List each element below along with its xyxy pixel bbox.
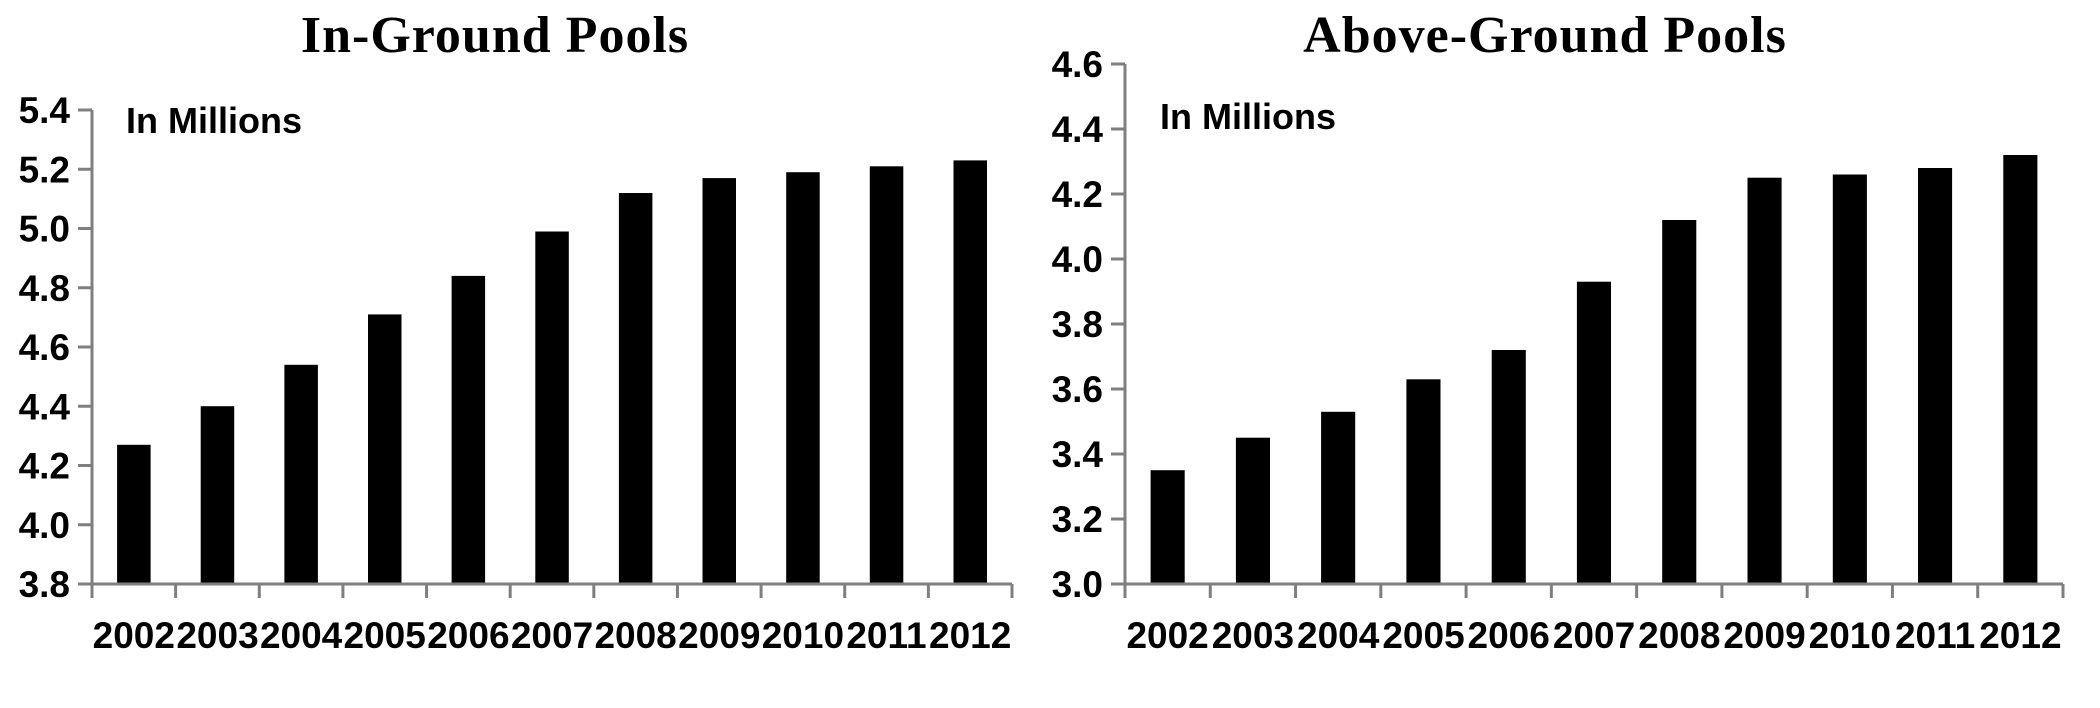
bar-2005 [1406,379,1441,585]
bar-2008 [1662,220,1697,584]
y-tick-label: 4.6 [1052,44,1103,85]
in-ground-pools-chart: 3.8 4.0 4.2 4.4 4.6 4.8 5.0 5.2 5.4 2002 2003 2004 2… [19,7,1014,656]
bar-2006 [451,275,486,584]
bar-2011 [869,166,904,585]
y-tick-label: 3.4 [1052,434,1104,475]
y-tick-label: 3.8 [1052,304,1103,345]
bar-2007 [535,231,569,584]
x-category-label: 2007 [1553,615,1635,656]
x-category-label: 2003 [1212,615,1294,656]
bar-2009 [702,178,736,584]
bar-2002 [1150,470,1185,584]
bar-2004 [1321,411,1356,585]
x-category-label: 2002 [1126,615,1208,656]
x-category-label: 2007 [511,615,593,656]
y-tick-label: 4.2 [19,446,70,487]
x-category-label: 2011 [846,615,926,656]
y-tick-label: 3.8 [19,564,70,605]
x-category-label: 2009 [1723,615,1805,656]
above-ground-units-label: In Millions [1160,96,1336,137]
y-tick-label: 5.4 [19,90,71,131]
bar-2012 [953,160,987,584]
bar-2003 [200,406,235,584]
y-tick-label: 4.4 [19,386,71,427]
y-tick-label: 3.6 [1052,369,1103,410]
bar-2010 [1832,174,1867,584]
bar-2002 [117,444,151,584]
in-ground-units-label: In Millions [126,100,302,141]
bar-2005 [368,314,402,584]
bar-2008 [618,193,653,584]
y-tick-label: 4.0 [1052,239,1103,280]
above-ground-pools-chart: 3.0 3.2 3.4 3.6 3.8 4.0 4.2 4.4 4.6 2002 2003 2004 2… [1050,0,2100,708]
bar-2012 [2003,155,2038,584]
bar-2011 [1918,168,1953,584]
y-tick-label: 5.2 [19,149,70,190]
y-tick-label: 5.0 [19,209,70,250]
x-category-label: 2006 [427,615,509,656]
bar-2006 [1491,350,1526,584]
y-tick-label: 4.2 [1052,174,1103,215]
x-category-label: 2010 [762,615,844,656]
x-category-label: 2009 [678,615,760,656]
in-ground-chart-title: In-Ground Pools [300,7,690,64]
x-category-label: 2010 [1809,615,1891,656]
y-tick-label: 3.0 [1052,564,1103,605]
y-tick-label: 4.6 [19,327,70,368]
x-category-label: 2006 [1468,615,1550,656]
y-tick-label: 4.4 [1052,109,1104,150]
x-category-label: 2003 [176,615,258,656]
x-category-label: 2008 [594,615,676,656]
y-tick-label: 3.2 [1052,499,1103,540]
bar-2010 [786,172,820,584]
y-tick-label: 4.0 [19,505,70,546]
y-tick-label: 4.8 [19,268,70,309]
x-category-label: 2005 [1382,615,1464,656]
bar-2003 [1235,437,1270,584]
bar-2007 [1576,281,1611,584]
x-category-label: 2008 [1638,615,1720,656]
x-category-label: 2012 [1979,615,2061,656]
above-ground-chart-title: Above-Ground Pools [1303,7,1787,64]
x-category-label: 2012 [929,615,1011,656]
x-category-label: 2011 [1895,615,1975,656]
bar-2009 [1747,177,1782,584]
bar-2004 [284,364,318,584]
x-category-label: 2004 [260,615,343,656]
x-category-label: 2005 [344,615,426,656]
x-category-label: 2002 [93,615,175,656]
x-category-label: 2004 [1297,615,1380,656]
